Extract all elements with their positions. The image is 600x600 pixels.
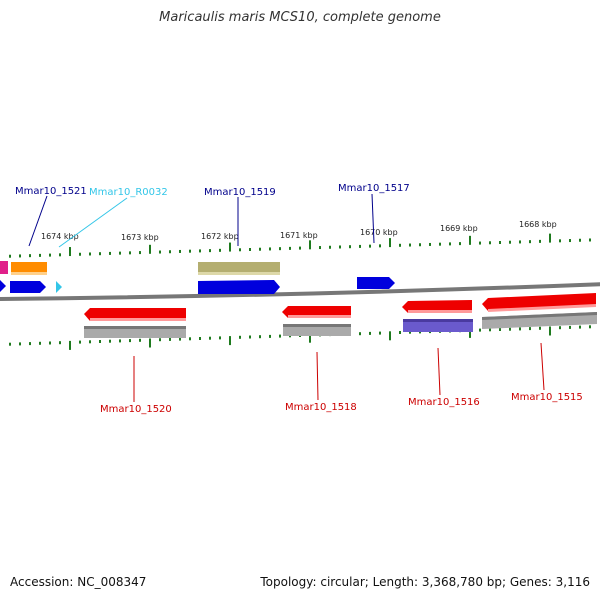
gene-block-gray-1520-edge <box>84 326 186 329</box>
gene-label-mmar10-1519[interactable]: Mmar10_1519 <box>204 187 276 198</box>
gene-label-mmar10-1520[interactable]: Mmar10_1520 <box>100 404 172 415</box>
gene-label-mmar10-r0032[interactable]: Mmar10_R0032 <box>89 187 168 198</box>
gene-arrow-mmar10-1520[interactable] <box>84 308 186 321</box>
upper-tick-row <box>9 233 591 258</box>
leader-line-1515 <box>540 342 545 391</box>
gene-block-orange-highlight <box>11 272 47 275</box>
gene-label-mmar10-1518[interactable]: Mmar10_1518 <box>285 402 357 413</box>
gene-label-mmar10-1517[interactable]: Mmar10_1517 <box>338 183 410 194</box>
gene-arrow-mmar10-1521[interactable] <box>10 281 46 293</box>
gene-block-purple-1516[interactable] <box>403 319 473 332</box>
leader-line-r0032 <box>58 197 128 248</box>
leader-line-1521 <box>28 195 48 247</box>
gene-arrow-mmar10-r0032[interactable] <box>56 281 62 293</box>
scale-label-1673: 1673 kbp <box>121 233 159 242</box>
leader-line-1517 <box>371 193 375 244</box>
leader-line-1516 <box>437 347 441 396</box>
gene-arrow-1516-highlight <box>408 310 472 313</box>
gene-arrow-mmar10-1519[interactable] <box>198 280 280 294</box>
gene-block-olive[interactable] <box>198 262 280 274</box>
genome-summary-text: Topology: circular; Length: 3,368,780 bp… <box>260 575 590 589</box>
scale-label-1674: 1674 kbp <box>41 232 79 241</box>
gene-block-magenta[interactable] <box>0 261 8 274</box>
scale-label-1670: 1670 kbp <box>360 228 398 237</box>
leader-line-1518 <box>316 351 319 401</box>
scale-label-1668: 1668 kbp <box>519 220 557 229</box>
gene-arrow-1518-highlight <box>288 315 351 318</box>
accession-text: Accession: NC_008347 <box>10 575 147 589</box>
gene-arrow-blue-left-edge[interactable] <box>0 280 6 292</box>
gene-block-olive-highlight <box>198 272 280 275</box>
gene-label-mmar10-1521[interactable]: Mmar10_1521 <box>15 186 87 197</box>
gene-arrow-1515-highlight <box>488 304 596 312</box>
scale-label-1671: 1671 kbp <box>280 231 318 240</box>
gene-label-mmar10-1515[interactable]: Mmar10_1515 <box>511 392 583 403</box>
map-title: Maricaulis maris MCS10, complete genome <box>159 10 441 25</box>
genome-backbone <box>0 282 600 301</box>
scale-label-1669: 1669 kbp <box>440 224 478 233</box>
scale-label-1672: 1672 kbp <box>201 232 239 241</box>
gene-arrow-mmar10-1517[interactable] <box>357 277 395 289</box>
gene-block-purple-1516-edge <box>403 319 473 322</box>
gene-arrow-1520-highlight <box>90 318 186 321</box>
gene-block-gray-1515-edge <box>482 312 597 320</box>
gene-arrow-mmar10-1516[interactable] <box>402 300 472 313</box>
gene-block-gray-1518-edge <box>283 324 351 327</box>
gene-block-orange[interactable] <box>11 262 47 274</box>
gene-label-mmar10-1516[interactable]: Mmar10_1516 <box>408 397 480 408</box>
